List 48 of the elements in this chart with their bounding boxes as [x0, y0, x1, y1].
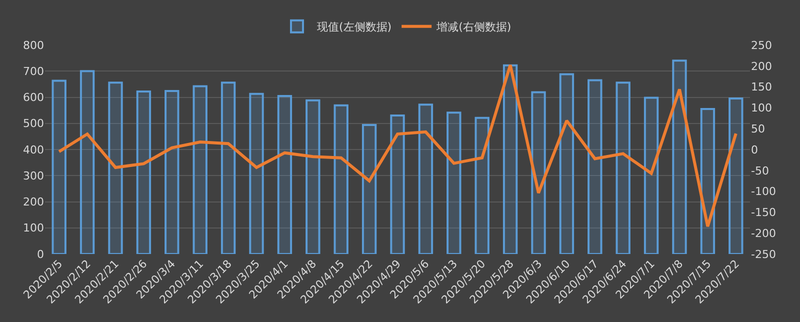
- y-tick-label: 400: [23, 143, 44, 156]
- bar: [616, 82, 630, 254]
- y-tick-label: 700: [23, 64, 44, 78]
- bar: [306, 99, 320, 254]
- legend-label: 现值(左侧数据): [317, 20, 392, 34]
- bar: [52, 80, 66, 254]
- y2-tick-label: 200: [751, 60, 772, 73]
- bar: [362, 124, 377, 254]
- y2-tick-label: -100: [751, 185, 776, 198]
- bar: [220, 82, 236, 254]
- y2-tick-label: -150: [751, 206, 776, 220]
- bar: [474, 116, 490, 254]
- bar: [334, 104, 348, 254]
- bar: [502, 64, 518, 254]
- y2-tick-label: 150: [751, 80, 772, 94]
- bar: [164, 90, 180, 254]
- bar: [728, 98, 744, 254]
- y-tick-label: 500: [23, 117, 44, 130]
- y-tick-label: 100: [23, 222, 44, 235]
- bar: [531, 91, 546, 254]
- y-tick-label: 300: [23, 169, 44, 182]
- y2-tick-label: -250: [751, 248, 776, 261]
- bar: [108, 82, 123, 254]
- bar: [418, 104, 434, 254]
- bar: [390, 114, 405, 254]
- bar: [136, 90, 152, 254]
- y-tick-label: 600: [23, 91, 44, 104]
- y-tick-label: 800: [23, 38, 44, 52]
- bar: [80, 70, 95, 254]
- y2-tick-label: -50: [751, 164, 769, 178]
- bar: [588, 79, 602, 254]
- bar: [559, 73, 574, 254]
- bar: [700, 108, 716, 254]
- y-tick-label: 200: [23, 196, 44, 209]
- bar: [192, 85, 208, 254]
- y2-tick-label: 0: [751, 143, 758, 156]
- bar: [277, 94, 292, 254]
- y2-tick-label: 100: [751, 102, 772, 115]
- bar: [446, 112, 462, 254]
- bar: [672, 60, 687, 254]
- line-series: [58, 64, 738, 228]
- y2-tick-label: 250: [751, 38, 772, 52]
- legend-label: 增减(右侧数据): [436, 20, 512, 34]
- bar: [249, 92, 264, 254]
- bar: [644, 96, 659, 254]
- y-tick-label: 0: [37, 248, 44, 261]
- y2-tick-label: 50: [751, 122, 765, 136]
- y2-tick-label: -200: [751, 226, 776, 240]
